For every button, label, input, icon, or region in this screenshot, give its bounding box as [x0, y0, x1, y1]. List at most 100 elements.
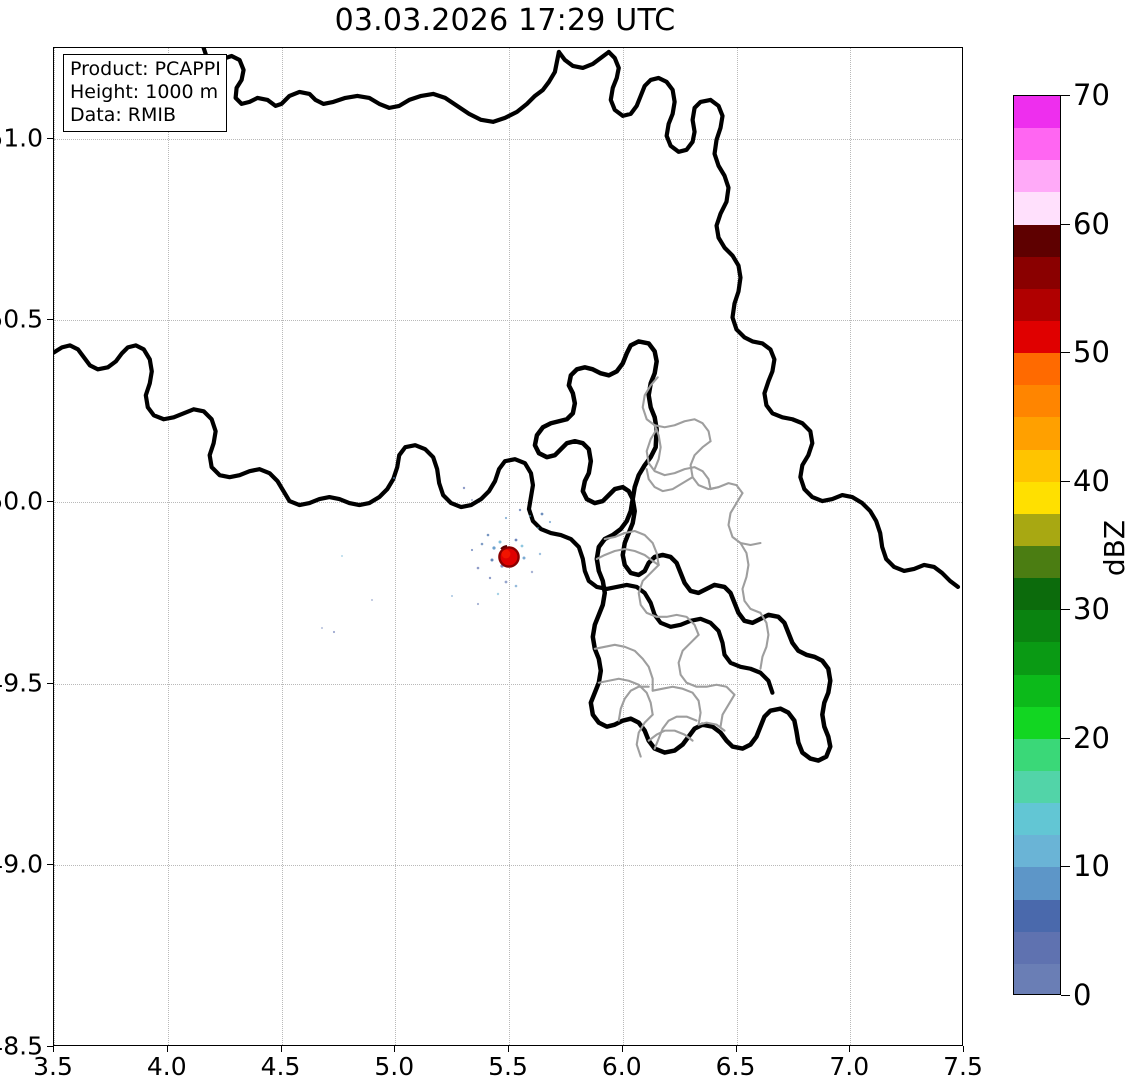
colorbar-band-18 — [1014, 674, 1060, 707]
x-tick-2 — [280, 1046, 282, 1052]
x-tick-label-4: 5.5 — [488, 1052, 528, 1081]
colorbar-tick-7 — [1061, 95, 1070, 96]
x-tick-label-3: 5.0 — [374, 1052, 415, 1081]
radar-echo-svg — [321, 476, 552, 634]
colorbar[interactable] — [1013, 95, 1061, 995]
x-tick-6 — [735, 1046, 737, 1052]
gridline-horizontal-3 — [54, 502, 962, 504]
gridline-horizontal-4 — [54, 320, 962, 322]
colorbar-band-6 — [1014, 288, 1060, 321]
colorbar-band-10 — [1014, 417, 1060, 450]
colorbar-tick-0 — [1061, 995, 1070, 996]
colorbar-band-5 — [1014, 256, 1060, 289]
y-tick-label-4: 50.5 — [0, 304, 43, 334]
x-tick-label-8: 7.5 — [943, 1052, 983, 1081]
y-tick-1 — [47, 864, 53, 866]
radar-speckle-group — [321, 476, 552, 634]
colorbar-tick-label-7: 70 — [1073, 78, 1110, 112]
colorbar-band-22 — [1014, 803, 1060, 836]
colorbar-tick-label-2: 20 — [1073, 720, 1110, 755]
gridline-vertical-0 — [54, 48, 55, 1045]
y-tick-label-0: 48.5 — [0, 1031, 43, 1061]
info-product-line: Product: PCAPPI — [70, 58, 221, 80]
x-tick-label-5: 6.0 — [601, 1052, 642, 1081]
x-tick-8 — [963, 1046, 964, 1052]
colorbar-tick-6 — [1061, 223, 1070, 225]
y-tick-5 — [47, 137, 53, 139]
colorbar-band-4 — [1014, 224, 1060, 257]
colorbar-tick-2 — [1061, 737, 1070, 739]
colorbar-band-26 — [1014, 931, 1060, 964]
colorbar-band-17 — [1014, 642, 1060, 675]
gridline-horizontal-1 — [54, 865, 962, 867]
colorbar-band-21 — [1014, 770, 1060, 804]
x-tick-0 — [53, 1046, 54, 1052]
x-tick-label-7: 7.0 — [829, 1052, 870, 1081]
colorbar-band-1 — [1014, 128, 1060, 161]
x-tick-5 — [621, 1046, 623, 1052]
gridline-horizontal-2 — [54, 683, 962, 685]
colorbar-band-15 — [1014, 578, 1060, 611]
colorbar-band-27 — [1014, 963, 1060, 994]
colorbar-band-16 — [1014, 610, 1060, 643]
x-tick-1 — [166, 1046, 168, 1052]
colorbar-band-19 — [1014, 706, 1060, 739]
y-tick-label-3: 50.0 — [0, 486, 43, 516]
colorbar-tick-label-0: 0 — [1073, 978, 1092, 1012]
info-data-line: Data: RMIB — [70, 104, 177, 126]
page-title: 03.03.2026 17:29 UTC — [334, 3, 676, 38]
belgium-border-path — [54, 343, 775, 695]
colorbar-tick-label-6: 60 — [1073, 206, 1110, 241]
info-height-line: Height: 1000 m — [70, 81, 219, 103]
colorbar-tick-label-4: 40 — [1073, 463, 1110, 498]
gridline-vertical-6 — [736, 48, 738, 1045]
y-tick-4 — [47, 319, 53, 321]
colorbar-tick-label-5: 50 — [1073, 335, 1110, 370]
colorbar-band-20 — [1014, 738, 1060, 771]
y-tick-label-5: 51.0 — [0, 123, 43, 153]
map-borders-layer — [54, 48, 961, 763]
colorbar-band-7 — [1014, 320, 1060, 354]
gridline-vertical-3 — [395, 48, 397, 1045]
colorbar-tick-1 — [1061, 866, 1070, 868]
radar-echo-core — [498, 545, 520, 568]
y-tick-2 — [47, 682, 53, 684]
luxembourg-border-path — [532, 339, 833, 763]
colorbar-tick-5 — [1061, 352, 1070, 354]
colorbar-band-24 — [1014, 867, 1060, 900]
radar-map-plot[interactable] — [53, 47, 963, 1046]
x-tick-label-6: 6.5 — [715, 1052, 756, 1081]
colorbar-band-12 — [1014, 481, 1060, 514]
colorbar-band-14 — [1014, 545, 1060, 579]
x-tick-7 — [849, 1046, 851, 1052]
y-tick-label-1: 49.0 — [0, 849, 43, 879]
product-info-box: Product: PCAPPI Height: 1000 m Data: RMI… — [63, 54, 227, 132]
colorbar-band-9 — [1014, 385, 1060, 418]
x-tick-3 — [394, 1046, 396, 1052]
y-tick-0 — [47, 1046, 53, 1047]
colorbar-band-13 — [1014, 513, 1060, 546]
country-border-path — [201, 48, 961, 590]
colorbar-band-0 — [1014, 96, 1060, 129]
gridline-vertical-7 — [850, 48, 852, 1045]
colorbar-band-3 — [1014, 192, 1060, 225]
colorbar-label: dBZ — [1098, 519, 1131, 577]
gridline-vertical-1 — [167, 48, 169, 1045]
x-tick-label-1: 4.0 — [146, 1052, 187, 1081]
x-tick-4 — [508, 1046, 509, 1052]
x-tick-label-2: 4.5 — [260, 1052, 301, 1081]
colorbar-band-2 — [1014, 160, 1060, 193]
colorbar-band-23 — [1014, 835, 1060, 868]
gridline-vertical-2 — [281, 48, 283, 1045]
colorbar-band-25 — [1014, 899, 1060, 932]
colorbar-band-8 — [1014, 353, 1060, 386]
gridline-horizontal-5 — [54, 138, 962, 140]
colorbar-tick-4 — [1061, 480, 1070, 482]
y-tick-label-2: 49.5 — [0, 668, 43, 698]
x-tick-label-0: 3.5 — [33, 1052, 73, 1081]
luxembourg-canton-boundaries — [593, 376, 770, 758]
colorbar-tick-label-3: 30 — [1073, 592, 1110, 627]
colorbar-tick-3 — [1061, 609, 1070, 611]
y-tick-3 — [47, 501, 53, 503]
colorbar-tick-label-1: 10 — [1073, 849, 1110, 884]
